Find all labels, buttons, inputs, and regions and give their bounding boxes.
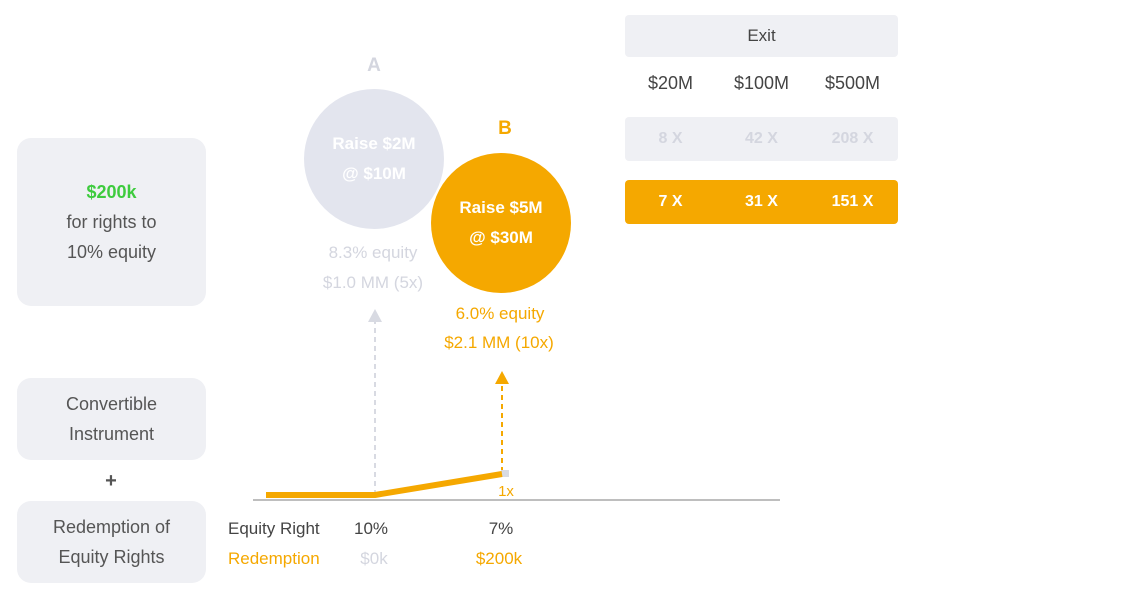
exit-row-b-cell: 151 X xyxy=(831,193,874,210)
exit-header-label: Exit xyxy=(747,26,776,45)
equity-right-a: 10% xyxy=(353,519,389,538)
scenario-a-line1: Raise $2M xyxy=(332,134,416,153)
scenario-a-line2: @ $10M xyxy=(342,164,406,183)
scenario-a-circle: Raise $2M @ $10M xyxy=(304,89,444,229)
convertible-line1: Convertible xyxy=(65,394,158,414)
convertible-box: Convertible Instrument xyxy=(17,378,206,460)
scenario-b-line1: Raise $5M xyxy=(459,198,543,217)
redemption-line2: Equity Rights xyxy=(58,547,165,567)
scenario-a-equity: 8.3% equity xyxy=(328,243,418,262)
exit-value: $500M xyxy=(824,72,881,93)
exit-row-b: 7 X 31 X 151 X xyxy=(625,180,898,224)
exit-row-b-cell: 7 X xyxy=(658,193,683,210)
exit-row-a-cell: 8 X xyxy=(658,130,683,147)
arrow-a-head xyxy=(368,309,382,322)
redemption-box: Redemption of Equity Rights xyxy=(17,501,206,583)
redemption-a: $0k xyxy=(360,549,388,568)
rights-line2: for rights to xyxy=(66,212,157,232)
arrow-b-head xyxy=(495,371,509,384)
scenario-b-equity: 6.0% equity xyxy=(455,304,545,323)
scenario-b-value: $2.1 MM (10x) xyxy=(444,333,554,352)
scenario-a-value: $1.0 MM (5x) xyxy=(322,273,424,292)
exit-row-a: 8 X 42 X 208 X xyxy=(625,117,898,161)
plus-sign: + xyxy=(105,470,117,492)
rights-line3: 10% equity xyxy=(66,242,157,262)
redemption-line1: Redemption of xyxy=(52,517,171,537)
exit-value: $20M xyxy=(647,72,694,93)
convertible-line2: Instrument xyxy=(68,424,155,444)
exit-header: Exit xyxy=(625,15,898,57)
exit-values-row: $20M $100M $500M xyxy=(625,64,898,102)
exit-row-b-cell: 31 X xyxy=(745,193,778,210)
redemption-label: Redemption xyxy=(228,549,320,568)
multiplier-label: 1x xyxy=(498,483,514,500)
marker-b xyxy=(501,470,509,477)
exit-row-a-cell: 208 X xyxy=(831,130,874,147)
redemption-b: $200k xyxy=(475,549,523,568)
scenario-b-line2: @ $30M xyxy=(469,228,533,247)
rights-box: $200k for rights to 10% equity xyxy=(17,138,206,306)
scenario-b-letter: B xyxy=(498,118,512,139)
equity-right-label: Equity Right xyxy=(228,519,320,538)
scenario-a-letter: A xyxy=(367,55,381,76)
exit-row-a-cell: 42 X xyxy=(745,130,778,147)
equity-right-b: 7% xyxy=(488,519,514,538)
rights-amount: $200k xyxy=(86,182,137,202)
scenario-b-circle: Raise $5M @ $30M xyxy=(431,153,571,293)
exit-value: $100M xyxy=(733,72,790,93)
redemption-line xyxy=(266,471,503,498)
